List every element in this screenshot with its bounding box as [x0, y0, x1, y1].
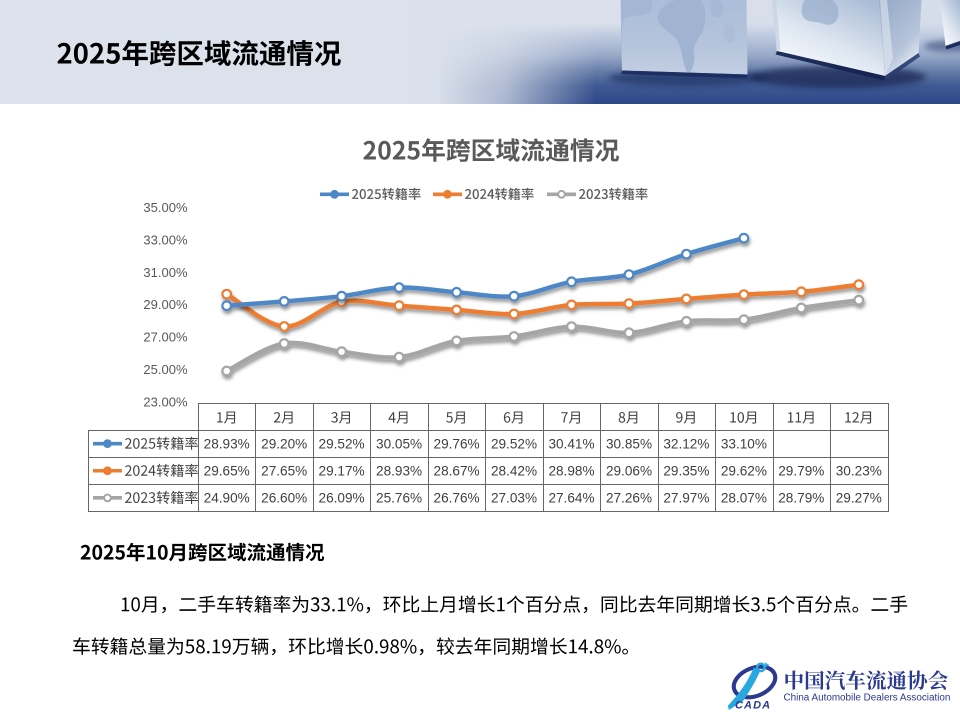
svg-text:23.00%: 23.00% [143, 394, 188, 409]
svg-text:29.20%: 29.20% [261, 436, 307, 451]
svg-text:China Automobile Dealers Assoc: China Automobile Dealers Association [784, 693, 951, 704]
svg-text:27.65%: 27.65% [261, 464, 307, 479]
svg-text:35.00%: 35.00% [143, 200, 188, 215]
svg-text:29.52%: 29.52% [319, 436, 365, 451]
svg-text:28.07%: 28.07% [721, 491, 767, 506]
svg-text:33.10%: 33.10% [721, 436, 767, 451]
svg-text:29.79%: 29.79% [778, 464, 824, 479]
svg-text:29.00%: 29.00% [143, 297, 188, 312]
svg-text:28.42%: 28.42% [491, 464, 537, 479]
svg-text:30.85%: 30.85% [606, 436, 652, 451]
svg-text:30.41%: 30.41% [548, 436, 594, 451]
svg-text:26.60%: 26.60% [261, 491, 307, 506]
svg-text:29.76%: 29.76% [434, 436, 480, 451]
svg-text:29.62%: 29.62% [721, 464, 767, 479]
svg-text:25.76%: 25.76% [376, 491, 422, 506]
svg-text:28.98%: 28.98% [548, 464, 594, 479]
svg-text:24.90%: 24.90% [204, 491, 250, 506]
svg-text:28.93%: 28.93% [204, 436, 250, 451]
svg-text:29.17%: 29.17% [319, 464, 365, 479]
svg-text:30.23%: 30.23% [836, 464, 882, 479]
svg-text:29.27%: 29.27% [836, 491, 882, 506]
svg-text:26.76%: 26.76% [434, 491, 480, 506]
svg-text:31.00%: 31.00% [143, 265, 188, 280]
svg-text:27.97%: 27.97% [663, 491, 709, 506]
svg-text:29.65%: 29.65% [204, 464, 250, 479]
svg-text:27.26%: 27.26% [606, 491, 652, 506]
svg-text:28.93%: 28.93% [376, 464, 422, 479]
svg-text:28.67%: 28.67% [434, 464, 480, 479]
svg-text:29.52%: 29.52% [491, 436, 537, 451]
svg-text:29.06%: 29.06% [606, 464, 652, 479]
svg-text:28.79%: 28.79% [778, 491, 824, 506]
svg-text:25.00%: 25.00% [143, 362, 188, 377]
svg-text:26.09%: 26.09% [319, 491, 365, 506]
svg-text:CADA: CADA [735, 700, 771, 712]
svg-text:32.12%: 32.12% [663, 436, 709, 451]
svg-text:30.05%: 30.05% [376, 436, 422, 451]
svg-text:27.03%: 27.03% [491, 491, 537, 506]
svg-text:33.00%: 33.00% [143, 232, 188, 247]
svg-text:27.00%: 27.00% [143, 330, 188, 345]
svg-text:27.64%: 27.64% [548, 491, 594, 506]
svg-text:29.35%: 29.35% [663, 464, 709, 479]
